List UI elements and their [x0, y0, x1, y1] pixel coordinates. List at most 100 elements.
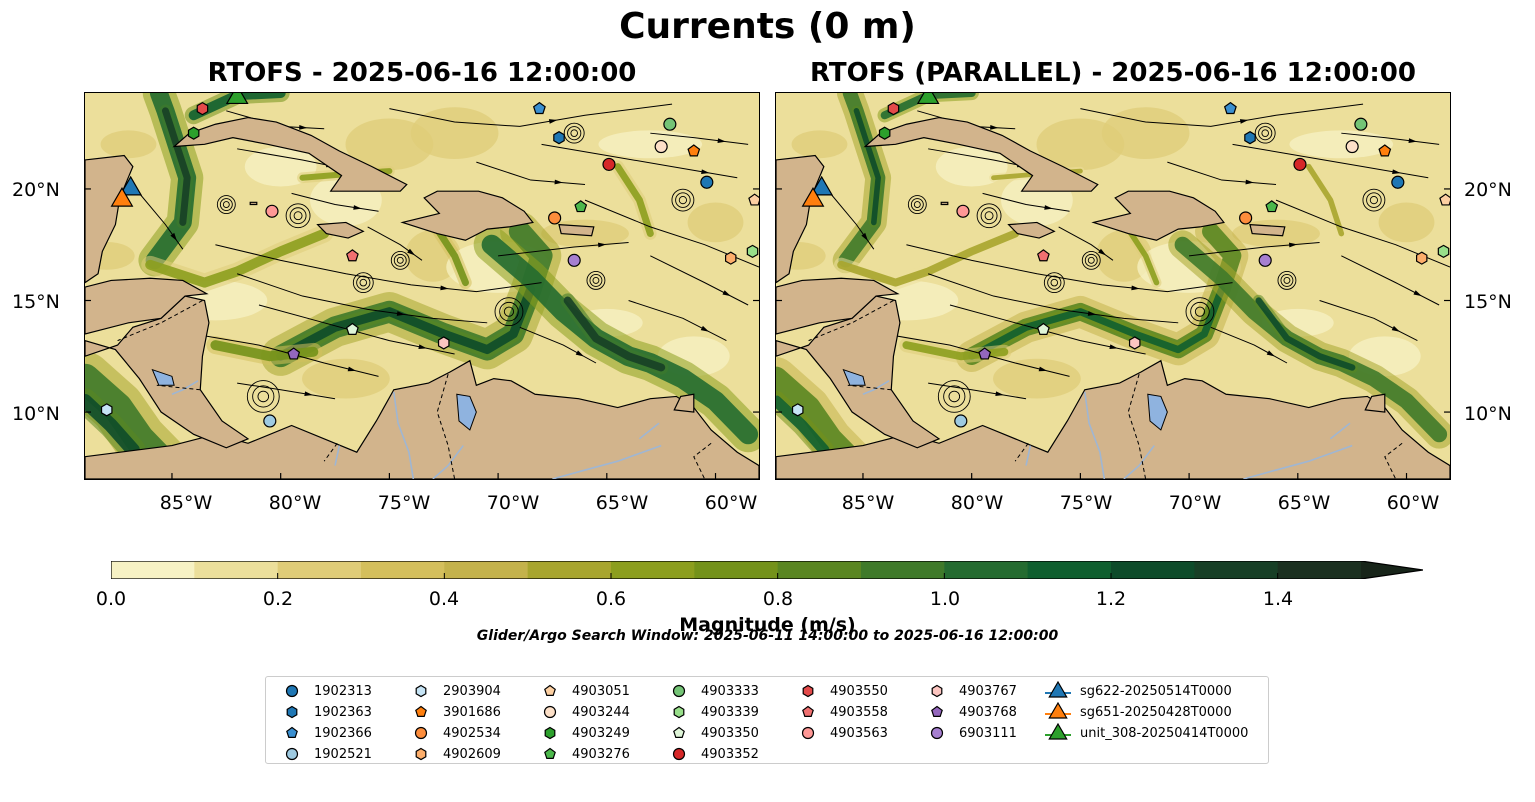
legend-marker	[930, 726, 944, 740]
x-tick-label: 60°W	[704, 492, 758, 514]
eddy-streamline	[937, 380, 971, 413]
float-marker-1902363	[553, 131, 565, 145]
legend-item-4903563: 4903563	[794, 723, 888, 743]
eddy-streamline	[1277, 271, 1297, 290]
legend-item-4903051: 4903051	[536, 681, 630, 701]
river	[432, 445, 464, 479]
south-america-land	[85, 359, 759, 479]
cayman-land	[249, 201, 258, 206]
search-window-caption: Glider/Argo Search Window: 2025-06-11 14…	[476, 628, 1059, 644]
legend-label: sg622-20250514T0000	[1080, 683, 1232, 699]
nicaragua-lake	[842, 368, 866, 386]
float-marker-4902534	[1239, 211, 1253, 225]
eddy-streamline	[570, 129, 578, 137]
current-band	[1305, 163, 1345, 237]
streamline	[1189, 242, 1320, 257]
low-speed-patch	[791, 130, 848, 159]
streamline-arrow	[353, 205, 362, 210]
streamline-arrow	[701, 169, 710, 175]
eddy-streamline	[393, 253, 407, 267]
jamaica-land	[1007, 221, 1056, 239]
streamline	[628, 300, 727, 342]
legend: 1902313 1902363 1902366 1902521 2903904 39016…	[265, 676, 1269, 764]
eddy-streamline	[499, 301, 519, 322]
float-marker-6903111	[1258, 253, 1272, 267]
pentagon-marker-icon	[673, 726, 685, 738]
x-tick-label: 65°W	[595, 492, 649, 514]
legend-item-4903249: 4903249	[536, 723, 630, 743]
y-tick-label-right: 20°N	[1464, 179, 1512, 201]
streamline	[236, 273, 488, 324]
float-marker-4903276	[1265, 200, 1279, 213]
streamline	[906, 244, 1233, 293]
streamline-arrow	[1392, 169, 1401, 175]
eddy-streamline	[1369, 196, 1379, 205]
streamline-arrow	[418, 344, 427, 350]
legend-marker	[285, 747, 299, 761]
streamline-arrow	[717, 138, 726, 143]
current-band	[145, 228, 330, 288]
colorbar-tick-label: 0.2	[262, 588, 294, 610]
streamline-arrow	[1245, 179, 1254, 185]
x-tick-label: 85°W	[841, 492, 895, 514]
legend-item-4903767: 4903767	[923, 681, 1017, 701]
float-marker-1902313	[1391, 175, 1405, 189]
streamline	[1319, 300, 1418, 342]
eddy-streamline	[1280, 274, 1294, 287]
river	[862, 380, 890, 395]
eddy-streamline	[586, 271, 606, 290]
legend-marker	[1048, 723, 1068, 740]
streamline-arrow	[1391, 325, 1401, 332]
current-band	[968, 285, 1226, 360]
streamline	[1341, 132, 1440, 145]
colorbar-segment	[861, 561, 945, 579]
country-border	[1127, 374, 1147, 479]
legend-item-4903350: 4903350	[665, 723, 759, 743]
colorbar-segment	[1277, 561, 1362, 579]
x-tick-label: 75°W	[377, 492, 431, 514]
eddy-streamline	[1185, 297, 1215, 327]
eddy-streamline	[1261, 129, 1269, 137]
river	[638, 422, 660, 440]
hexagon-marker-icon	[931, 684, 943, 698]
eddy-streamline	[252, 385, 275, 408]
country-border	[323, 442, 338, 462]
cayman-land	[940, 201, 949, 206]
colorbar-tick-label: 0.6	[595, 588, 627, 610]
currents-map-rtofs-parallel	[776, 93, 1450, 479]
legend-item-1902313: 1902313	[278, 681, 372, 701]
float-marker-4903244	[1345, 139, 1359, 154]
country-border	[693, 442, 712, 479]
float-marker-4903051	[748, 193, 759, 206]
float-marker-4903558	[346, 249, 359, 262]
legend-item-sg651-20250428T0000: sg651-20250428T0000	[1044, 702, 1232, 722]
central-america-land	[85, 295, 250, 449]
legend-item-6903111: 6903111	[923, 723, 1017, 743]
legend-marker	[673, 705, 685, 719]
panel-title-rtofs-parallel: RTOFS (PARALLEL) - 2025-06-16 12:00:00	[810, 58, 1416, 88]
glider-marker-sg622-20250514T0000	[119, 175, 143, 196]
eddy-streamline	[352, 272, 374, 294]
streamline-arrow	[1239, 119, 1249, 124]
circle-marker-icon	[930, 726, 944, 740]
legend-marker	[673, 726, 685, 738]
legend-label: 4903051	[572, 683, 630, 699]
legend-item-4903558: 4903558	[794, 702, 888, 722]
country-border	[1014, 442, 1029, 462]
colorbar-tick-label: 1.0	[929, 588, 961, 610]
legend-marker	[414, 726, 428, 740]
float-marker-4902609	[725, 251, 737, 265]
legend-item-4903333: 4903333	[665, 681, 759, 701]
streamline-arrow	[990, 125, 999, 130]
streamline	[1341, 255, 1440, 306]
legend-item-4903276: 4903276	[536, 744, 630, 764]
x-tick-label: 85°W	[159, 492, 213, 514]
legend-marker	[802, 705, 814, 717]
float-marker-4903276	[574, 200, 588, 213]
colorbar-segment	[527, 561, 612, 579]
float-marker-1902521	[263, 414, 277, 428]
streamline-arrow	[440, 285, 449, 291]
streamline-arrow	[1408, 138, 1417, 143]
low-speed-patch	[1289, 130, 1394, 159]
legend-item-2903904: 2903904	[407, 681, 501, 701]
